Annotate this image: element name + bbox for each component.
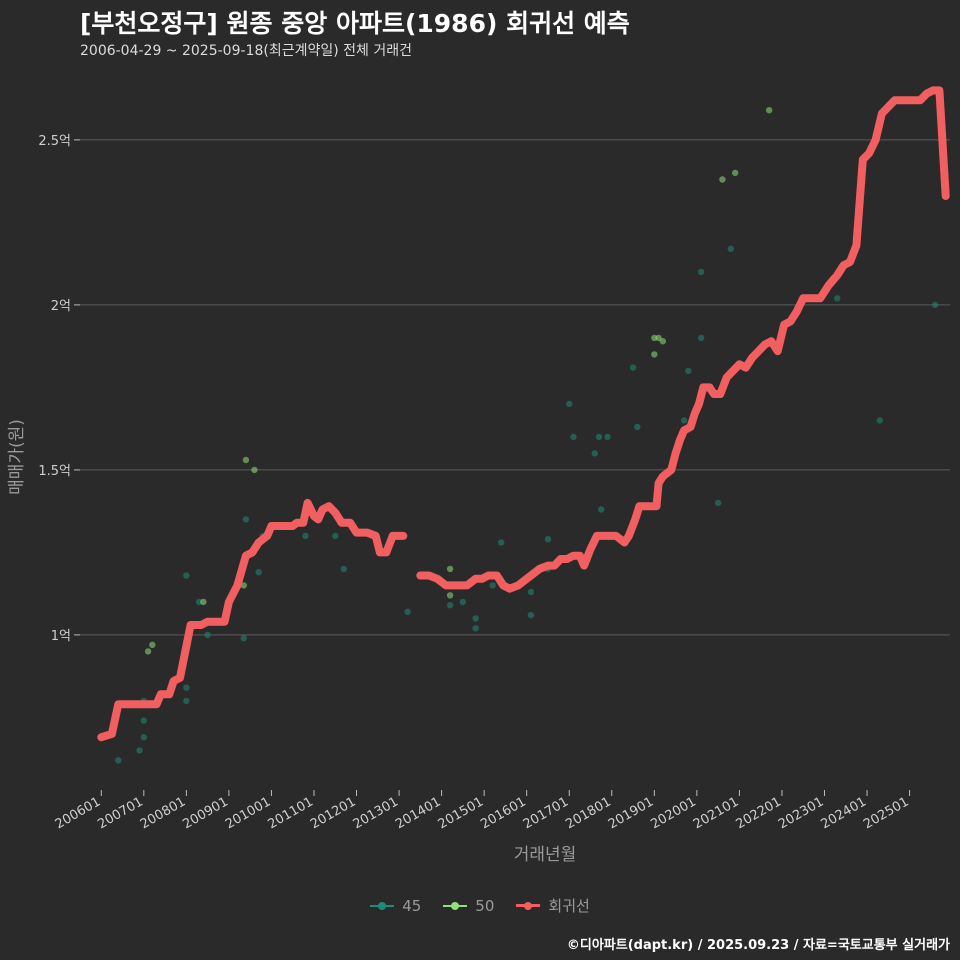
legend-item-regression: 회귀선: [516, 895, 590, 916]
data-point-45: [340, 565, 347, 573]
data-point-45: [591, 450, 598, 457]
data-point-45: [604, 433, 611, 441]
data-point-45: [183, 697, 190, 705]
data-point-45: [714, 499, 722, 507]
legend-key-45: [370, 899, 395, 913]
data-point-45: [834, 295, 841, 302]
x-tick-label: 202501: [861, 794, 911, 832]
data-point-45: [404, 608, 411, 615]
data-point-45: [136, 747, 143, 754]
data-point-45: [242, 516, 250, 523]
data-point-50: [242, 456, 250, 464]
data-point-45: [697, 334, 705, 342]
data-point-50: [144, 648, 152, 655]
data-point-45: [634, 423, 641, 431]
y-tick-label: 2.5억: [38, 134, 71, 149]
data-point-45: [140, 734, 148, 741]
data-point-50: [731, 169, 739, 177]
regression-line: [97, 498, 408, 742]
data-point-50: [651, 351, 658, 358]
y-axis-title: 매매가(원): [7, 419, 27, 495]
legend-key-50: [443, 899, 468, 913]
x-tick-label: 202101: [691, 794, 741, 832]
data-point-50: [765, 107, 773, 114]
data-point-45: [302, 532, 309, 540]
data-point-45: [497, 539, 505, 546]
data-point-45: [459, 598, 467, 606]
regression-line: [416, 86, 950, 593]
data-point-45: [446, 602, 454, 609]
x-tick-label: 201601: [478, 794, 528, 832]
legend-label-regression: 회귀선: [548, 897, 590, 915]
legend-item-45: 45: [370, 897, 421, 915]
data-point-45: [685, 367, 692, 375]
data-point-45: [680, 417, 688, 424]
y-tick-label: 1억: [51, 629, 71, 644]
data-point-45: [183, 572, 190, 579]
data-point-45: [697, 268, 705, 276]
x-tick-label: 201701: [521, 794, 571, 832]
data-point-45: [183, 684, 190, 691]
chart-title: [부천오정구] 원종 중앙 아파트(1986) 회귀선 예측: [80, 9, 630, 38]
data-point-50: [149, 641, 156, 648]
data-point-45: [489, 582, 496, 589]
data-point-50: [659, 338, 667, 345]
data-point-45: [876, 417, 884, 424]
chart-legend: 45 50 회귀선: [0, 895, 960, 916]
data-point-45: [332, 532, 339, 540]
data-point-45: [140, 717, 148, 724]
x-tick-label: 202301: [776, 794, 826, 832]
data-point-45: [931, 301, 939, 309]
x-tick-label: 201201: [308, 794, 358, 832]
data-point-50: [446, 565, 454, 573]
data-point-50: [719, 176, 726, 183]
chart-subtitle: 2006-04-29 ~ 2025-09-18(최근계약일) 전체 거래건: [80, 43, 412, 59]
x-tick-label: 202201: [733, 794, 783, 832]
x-tick-label: 201301: [351, 794, 401, 832]
x-tick-label: 202001: [648, 794, 698, 832]
data-point-45: [472, 625, 479, 632]
data-point-45: [629, 364, 637, 371]
data-point-50: [200, 598, 207, 606]
source-caption: ©디아파트(dapt.kr) / 2025.09.23 / 자료=국토교통부 실…: [566, 938, 950, 953]
data-point-50: [251, 466, 258, 474]
legend-label-45: 45: [402, 896, 422, 915]
y-tick-label: 2억: [51, 299, 71, 314]
x-tick-label: 201901: [606, 794, 656, 832]
data-point-45: [204, 631, 211, 639]
x-tick-label: 201001: [223, 794, 273, 832]
x-axis-title: 거래년월: [514, 845, 577, 865]
data-point-45: [472, 615, 479, 622]
data-point-45: [566, 400, 573, 408]
data-point-50: [240, 582, 247, 589]
x-tick-label: 200801: [138, 794, 188, 832]
y-tick-label: 1.5억: [38, 464, 71, 479]
x-tick-label: 201401: [393, 794, 443, 832]
x-tick-label: 200901: [180, 794, 230, 832]
data-point-45: [115, 757, 122, 764]
legend-item-50: 50: [443, 897, 494, 915]
data-point-45: [255, 569, 262, 576]
x-tick-label: 201101: [265, 794, 315, 832]
data-point-45: [570, 433, 577, 441]
data-point-45: [597, 506, 605, 513]
data-point-45: [727, 245, 735, 252]
data-point-45: [544, 536, 552, 543]
x-tick-label: 202401: [819, 794, 869, 832]
x-tick-label: 201501: [436, 794, 486, 832]
data-point-45: [527, 611, 535, 619]
legend-key-regression: [516, 899, 541, 913]
x-tick-label: 201801: [563, 794, 613, 832]
data-point-45: [240, 635, 247, 642]
data-point-45: [527, 588, 535, 596]
data-point-45: [595, 433, 603, 441]
data-point-50: [446, 592, 454, 599]
legend-label-50: 50: [475, 896, 495, 915]
x-tick-label: 200701: [95, 794, 145, 832]
x-tick-label: 200601: [53, 794, 103, 832]
